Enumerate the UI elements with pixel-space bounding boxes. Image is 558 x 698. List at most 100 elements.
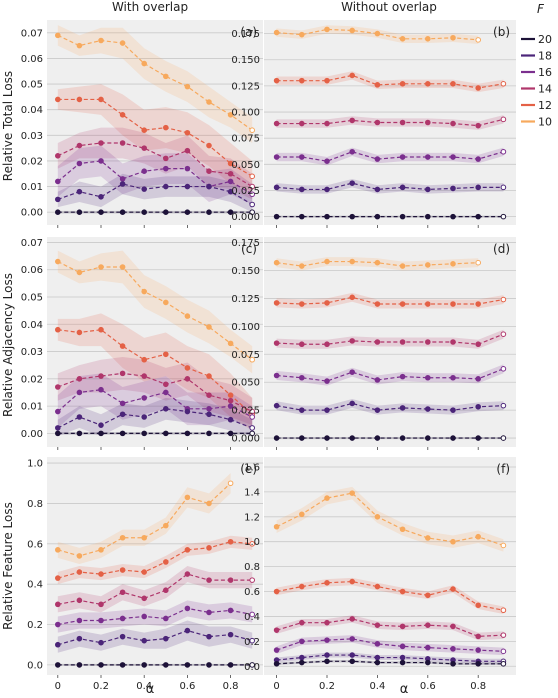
data-point-F18	[141, 186, 147, 192]
data-point-F20	[399, 435, 406, 441]
data-point-F12	[273, 300, 280, 306]
data-point-F14	[425, 119, 431, 126]
data-point-F20	[299, 213, 305, 220]
data-point-F12	[299, 301, 305, 307]
data-point-F16	[450, 374, 456, 381]
y-tick-label: 0.6	[244, 587, 260, 598]
y-tick-label: 1.0	[27, 459, 43, 470]
data-point-F10	[163, 73, 169, 80]
y-tick-label: 1.0	[244, 537, 260, 548]
data-point-F12	[206, 373, 212, 379]
data-point-F10	[273, 29, 280, 36]
data-point-F20	[163, 430, 169, 437]
data-point-F20	[349, 435, 356, 441]
data-point-F20	[450, 660, 456, 667]
data-point-F10	[475, 259, 482, 266]
data-point-F18	[299, 186, 305, 193]
data-point-F20	[119, 209, 126, 215]
y-tick-label: 0.175	[231, 238, 260, 249]
data-point-F10	[55, 32, 61, 39]
y-tick-label: 1.6	[244, 462, 260, 473]
data-point-F20	[249, 430, 255, 437]
band-F16	[57, 145, 253, 205]
band-F20	[57, 210, 253, 214]
data-point-F18	[324, 652, 330, 658]
data-point-F14	[76, 376, 83, 382]
series-line-F10	[57, 34, 253, 131]
series-line-F16	[57, 389, 253, 418]
data-point-F14	[249, 183, 255, 190]
data-point-F10	[349, 258, 356, 265]
data-point-F18	[98, 422, 104, 428]
data-point-F10	[324, 495, 330, 501]
legend-item-F18: 18	[521, 50, 552, 63]
data-point-F16	[76, 617, 83, 624]
data-point-F20	[273, 435, 280, 441]
data-point-F10	[119, 40, 126, 46]
x-tick-label: 0.4	[369, 681, 385, 692]
data-point-F12	[450, 586, 456, 592]
data-point-F10	[349, 490, 356, 496]
data-point-F18	[475, 403, 482, 410]
panel-label: (f)	[496, 462, 510, 476]
y-tick-label: 0.05	[21, 80, 43, 91]
data-point-F14	[500, 632, 507, 638]
data-point-F14	[374, 119, 381, 126]
data-point-F16	[475, 647, 482, 653]
data-point-F10	[374, 259, 381, 266]
data-point-F18	[399, 405, 406, 411]
data-point-F16	[374, 377, 381, 383]
data-point-F10	[399, 526, 406, 533]
band-F14	[57, 357, 253, 426]
y-tick-label: 0.125	[231, 294, 260, 305]
data-point-F18	[141, 637, 147, 644]
data-point-F20	[98, 662, 104, 668]
data-point-F12	[55, 326, 61, 333]
data-point-F16	[349, 148, 356, 155]
series-line-F14	[57, 372, 253, 413]
data-point-F12	[98, 571, 104, 577]
data-point-F20	[184, 430, 191, 437]
data-point-F18	[184, 408, 191, 415]
data-point-F16	[324, 158, 330, 164]
legend-item-F10: 10	[521, 116, 552, 129]
data-point-F14	[374, 339, 381, 345]
data-point-F20	[349, 213, 356, 220]
data-point-F16	[163, 165, 169, 172]
panel-b: 0.000 0.025 0.050 0.075 0.100 0.125 0.150 0.175…	[231, 20, 516, 228]
series-line-F10	[276, 492, 504, 547]
data-point-F20	[55, 662, 61, 668]
data-point-F12	[425, 81, 431, 87]
data-point-F14	[273, 627, 280, 633]
x-tick-label: 0.2	[319, 681, 335, 692]
legend-item-F20: 20	[521, 33, 552, 46]
data-point-F18	[374, 186, 381, 193]
y-tick-label: 0.4	[244, 612, 260, 623]
y-tick-label: 0.00	[21, 208, 43, 219]
data-point-F14	[425, 622, 431, 628]
data-point-F18	[425, 406, 431, 412]
data-point-F14	[399, 339, 406, 345]
y-tick-label: 0.6	[27, 539, 43, 550]
data-point-F16	[399, 154, 406, 160]
data-point-F18	[299, 654, 305, 661]
data-point-F14	[227, 397, 234, 404]
data-point-F10	[425, 36, 431, 42]
data-point-F12	[399, 301, 406, 307]
y-tick-label: 0.100	[231, 108, 260, 119]
data-point-F20	[141, 430, 147, 437]
data-point-F14	[249, 577, 255, 583]
y-tick-label: 0.8	[244, 562, 260, 573]
data-point-F14	[450, 339, 456, 345]
data-point-F10	[76, 42, 83, 49]
x-tick-label: 0.6	[179, 681, 195, 692]
data-point-F18	[98, 194, 104, 200]
data-point-F20	[500, 435, 507, 441]
data-point-F12	[98, 96, 104, 103]
data-point-F10	[98, 264, 104, 270]
data-point-F14	[98, 140, 104, 146]
series-line-F18	[276, 402, 504, 411]
data-point-F12	[76, 96, 83, 103]
series-line-F14	[276, 118, 504, 127]
y-tick-label: 0.025	[231, 186, 260, 197]
